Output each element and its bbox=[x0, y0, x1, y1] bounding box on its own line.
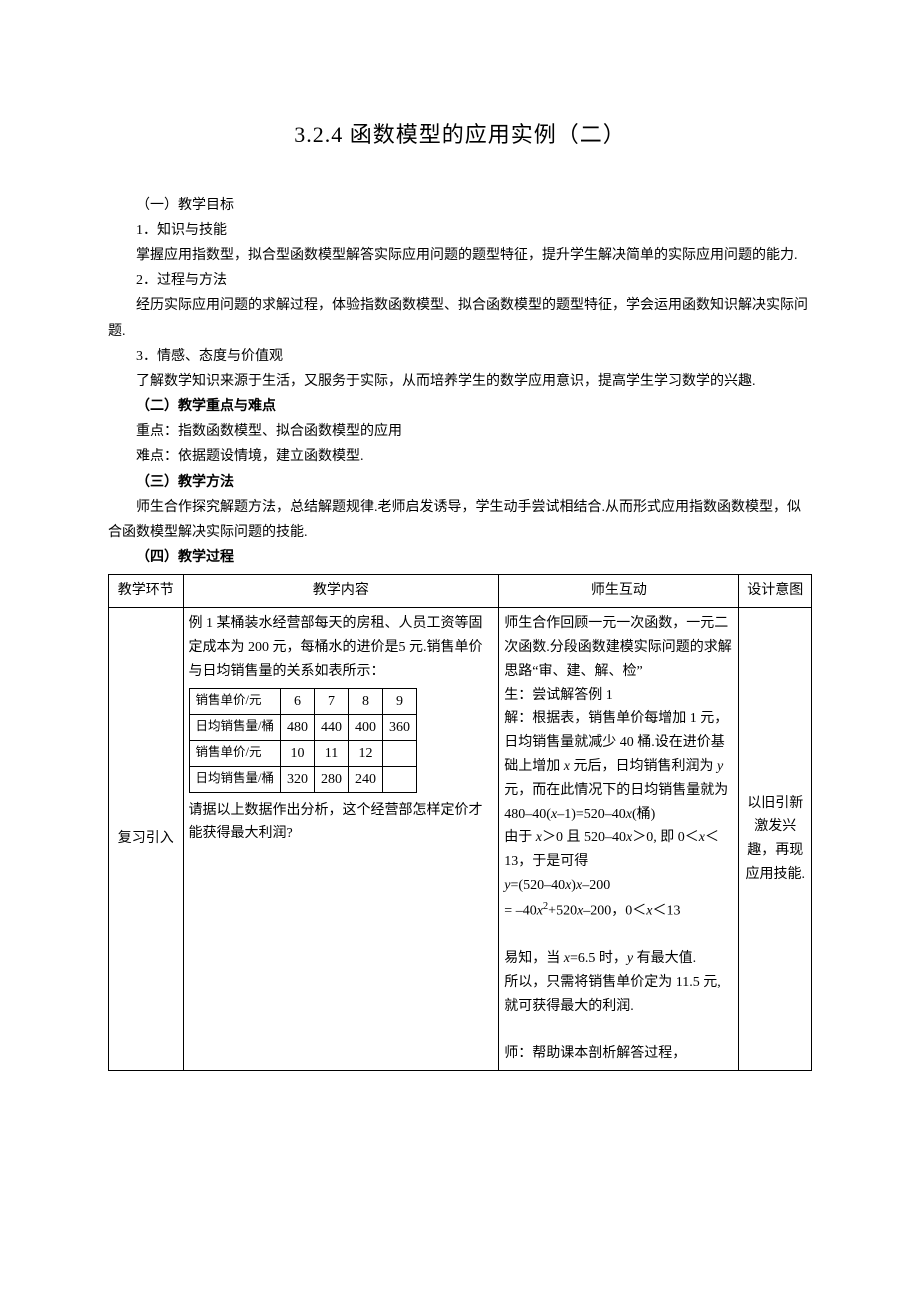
interaction-line: 解：根据表，销售单价每增加 1 元，日均销售量就减少 40 桶.设在进价基础上增… bbox=[504, 707, 733, 802]
example-intro: 例 1 某桶装水经营部每天的房租、人员工资等固定成本为 200 元，每桶水的进价… bbox=[189, 612, 494, 683]
data-cell: 320 bbox=[281, 766, 315, 792]
data-row: 日均销售量/桶 480 440 400 360 bbox=[189, 714, 416, 740]
data-cell: 日均销售量/桶 bbox=[189, 714, 280, 740]
data-cell bbox=[383, 766, 417, 792]
data-cell: 9 bbox=[383, 688, 417, 714]
data-row: 销售单价/元 6 7 8 9 bbox=[189, 688, 416, 714]
sec1-2-body: 经历实际应用问题的求解过程，体验指数函数模型、拟合函数模型的题型特征，学会运用函… bbox=[108, 293, 812, 343]
data-cell: 11 bbox=[315, 740, 349, 766]
interaction-line: 师：帮助课本剖析解答过程， bbox=[504, 1042, 733, 1066]
sec4-heading: （四）教学过程 bbox=[108, 545, 812, 570]
sec1-1-heading: 1．知识与技能 bbox=[108, 218, 812, 243]
sec3-body: 师生合作探究解题方法，总结解题规律.老师启发诱导，学生动手尝试相结合.从而形式应… bbox=[108, 495, 812, 545]
table-header-row: 教学环节 教学内容 师生互动 设计意图 bbox=[109, 575, 812, 608]
data-cell: 8 bbox=[349, 688, 383, 714]
data-cell: 480 bbox=[281, 714, 315, 740]
sec2-heading: （二）教学重点与难点 bbox=[108, 394, 812, 419]
interaction-line: = –40x2+520x–200，0＜x＜13 bbox=[504, 898, 733, 923]
data-cell: 240 bbox=[349, 766, 383, 792]
interaction-line: 480–40(x–1)=520–40x(桶) bbox=[504, 803, 733, 827]
data-cell bbox=[383, 740, 417, 766]
data-cell: 销售单价/元 bbox=[189, 740, 280, 766]
sec1-3-body: 了解数学知识来源于生活，又服务于实际，从而培养学生的数学应用意识，提高学生学习数… bbox=[108, 369, 812, 394]
content-cell: 例 1 某桶装水经营部每天的房租、人员工资等固定成本为 200 元，每桶水的进价… bbox=[183, 608, 499, 1071]
data-cell: 440 bbox=[315, 714, 349, 740]
price-sales-table: 销售单价/元 6 7 8 9 日均销售量/桶 480 440 400 360 bbox=[189, 688, 417, 793]
interaction-line: 师生合作回顾一元一次函数，一元二次函数.分段函数建模实际问题的求解思路“审、建、… bbox=[504, 612, 733, 683]
data-cell: 日均销售量/桶 bbox=[189, 766, 280, 792]
data-cell: 12 bbox=[349, 740, 383, 766]
sec1-1-body: 掌握应用指数型，拟合型函数模型解答实际应用问题的题型特征，提升学生解决简单的实际… bbox=[108, 243, 812, 268]
interaction-line: y=(520–40x)x–200 bbox=[504, 874, 733, 898]
sec1-3-heading: 3．情感、态度与价值观 bbox=[108, 344, 812, 369]
page-title: 3.2.4 函数模型的应用实例（二） bbox=[108, 115, 812, 155]
data-cell: 7 bbox=[315, 688, 349, 714]
data-row: 销售单价/元 10 11 12 bbox=[189, 740, 416, 766]
th-phase: 教学环节 bbox=[109, 575, 184, 608]
interaction-line: 生：尝试解答例 1 bbox=[504, 684, 733, 708]
sec1-heading: （一）教学目标 bbox=[108, 193, 812, 218]
sec1-2-heading: 2．过程与方法 bbox=[108, 268, 812, 293]
data-cell: 400 bbox=[349, 714, 383, 740]
intent-cell: 以旧引新激发兴趣，再现应用技能. bbox=[739, 608, 812, 1071]
phase-cell: 复习引入 bbox=[109, 608, 184, 1071]
data-cell: 360 bbox=[383, 714, 417, 740]
interaction-line bbox=[504, 923, 733, 947]
interaction-line: 由于 x＞0 且 520–40x＞0, 即 0＜x＜13，于是可得 bbox=[504, 826, 733, 874]
data-cell: 6 bbox=[281, 688, 315, 714]
sec2-body-1: 重点：指数函数模型、拟合函数模型的应用 bbox=[108, 419, 812, 444]
interaction-line: 易知，当 x=6.5 时，y 有最大值. bbox=[504, 947, 733, 971]
lesson-plan-table: 教学环节 教学内容 师生互动 设计意图 复习引入 例 1 某桶装水经营部每天的房… bbox=[108, 574, 812, 1071]
th-intent: 设计意图 bbox=[739, 575, 812, 608]
data-cell: 销售单价/元 bbox=[189, 688, 280, 714]
sec3-heading: （三）教学方法 bbox=[108, 470, 812, 495]
interaction-line: 所以，只需将销售单价定为 11.5 元,就可获得最大的利润. bbox=[504, 971, 733, 1019]
data-cell: 10 bbox=[281, 740, 315, 766]
th-content: 教学内容 bbox=[183, 575, 499, 608]
data-cell: 280 bbox=[315, 766, 349, 792]
table-row: 复习引入 例 1 某桶装水经营部每天的房租、人员工资等固定成本为 200 元，每… bbox=[109, 608, 812, 1071]
data-row: 日均销售量/桶 320 280 240 bbox=[189, 766, 416, 792]
interaction-line bbox=[504, 1018, 733, 1042]
interaction-cell: 师生合作回顾一元一次函数，一元二次函数.分段函数建模实际问题的求解思路“审、建、… bbox=[499, 608, 739, 1071]
example-question: 请据以上数据作出分析，这个经营部怎样定价才能获得最大利润? bbox=[189, 799, 494, 847]
sec2-body-2: 难点：依据题设情境，建立函数模型. bbox=[108, 444, 812, 469]
th-interaction: 师生互动 bbox=[499, 575, 739, 608]
